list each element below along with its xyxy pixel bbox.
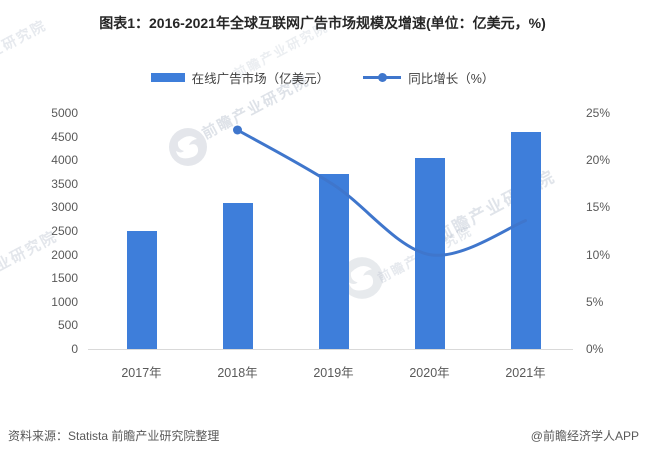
x-axis-label: 2018年 — [217, 366, 258, 380]
legend-line-label: 同比增长（%） — [408, 72, 495, 86]
bar-2017年 — [126, 231, 157, 349]
left-axis-tick-label: 5000 — [51, 106, 78, 120]
left-axis-tick-label: 3500 — [51, 176, 78, 191]
left-axis-tick-label: 2500 — [51, 224, 78, 238]
right-axis-tick-label: 15% — [586, 200, 611, 215]
right-axis-tick-label: 25% — [586, 106, 611, 120]
left-axis-tick-label: 4500 — [51, 129, 78, 144]
bar-2018年 — [222, 202, 253, 349]
bar-series-swatch-icon — [150, 73, 185, 82]
left-axis-tick-label: 1500 — [51, 271, 78, 286]
left-axis-tick-label: 1000 — [51, 294, 78, 309]
x-axis-label: 2021年 — [505, 366, 546, 380]
bar-2021年 — [510, 131, 541, 349]
bar-2019年 — [318, 174, 349, 349]
right-axis-tick-label: 20% — [586, 153, 611, 168]
left-axis-tick-label: 500 — [57, 318, 78, 333]
x-axis-label: 2019年 — [313, 366, 354, 380]
right-axis-tick-label: 0% — [586, 342, 604, 356]
chart-title: 图表1：2016-2021年全球互联网广告市场规模及增速(单位：亿美元，%) — [99, 15, 546, 31]
left-axis-tick-label: 3000 — [51, 200, 78, 215]
legend-item-line-series: 同比增长（%） — [363, 68, 494, 87]
x-axis-label: 2020年 — [409, 366, 450, 380]
x-axis-line — [88, 349, 573, 350]
left-axis-tick-label: 2000 — [51, 247, 78, 262]
right-axis-tick-label: 10% — [586, 247, 611, 262]
watermark-logo-icon — [341, 257, 383, 299]
watermark-logo-icon — [169, 128, 207, 166]
growth-line-path — [236, 128, 527, 257]
source-note: 资料来源：Statista 前瞻产业研究院整理 — [8, 429, 220, 443]
bar-2020年 — [414, 157, 445, 349]
left-axis-tick-label: 0 — [71, 342, 78, 356]
left-axis-tick-label: 4000 — [51, 153, 78, 168]
legend: 在线广告市场（亿美元） 同比增长（%） — [0, 68, 645, 87]
credit-note: @前瞻经济学人APP — [530, 429, 639, 443]
right-axis-tick-label: 5% — [586, 294, 604, 309]
legend-item-bar-series: 在线广告市场（亿美元） — [150, 68, 330, 87]
legend-bar-label: 在线广告市场（亿美元） — [191, 72, 330, 86]
line-series-swatch-icon — [363, 73, 402, 82]
x-axis-label: 2017年 — [121, 366, 162, 380]
